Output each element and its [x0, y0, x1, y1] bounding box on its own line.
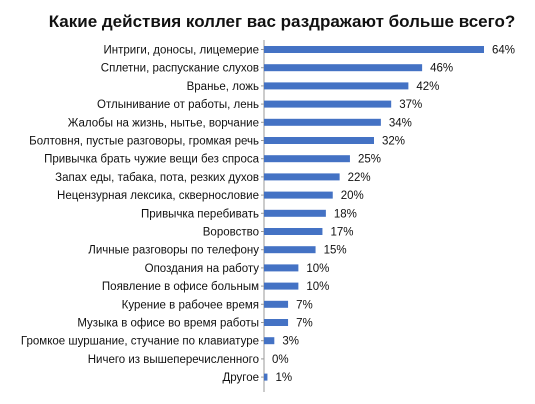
bar [264, 173, 340, 181]
value-label: 32% [382, 136, 405, 148]
bar [264, 82, 409, 90]
value-label: 22% [348, 172, 371, 184]
category-label: Болтовня, пустые разговоры, громкая речь [29, 136, 259, 148]
category-label: Интриги, доносы, лицемерие [104, 45, 259, 57]
value-label: 15% [324, 245, 347, 257]
category-label: Воровство [203, 227, 259, 239]
category-label: Отлынивание от работы, лень [97, 99, 259, 111]
bar [264, 191, 333, 199]
bar [264, 373, 268, 381]
category-label: Курение в рабочее время [122, 299, 259, 311]
chart-title: Какие действия коллег вас раздражают бол… [49, 12, 516, 31]
value-label: 0% [272, 354, 289, 366]
category-label: Привычка брать чужие вещи без спроса [44, 154, 260, 166]
bar [264, 319, 289, 326]
bar [264, 337, 275, 345]
bar [264, 100, 392, 108]
bar [264, 282, 299, 290]
category-label: Громкое шуршание, стучание по клавиатуре [21, 336, 259, 348]
category-label: Жалобы на жизнь, нытье, ворчание [68, 117, 259, 129]
category-label: Привычка перебивать [141, 208, 259, 220]
category-label: Появление в офисе больным [102, 281, 259, 293]
category-label: Музыка в офисе во время работы [77, 318, 259, 330]
category-label: Ничего из вышеперечисленного [88, 354, 259, 366]
value-label: 46% [430, 63, 453, 75]
bar [264, 264, 299, 272]
value-label: 10% [306, 263, 329, 275]
category-label: Личные разговоры по телефону [88, 245, 259, 257]
value-label: 42% [416, 81, 439, 93]
bars-layer: Интриги, доносы, лицемерие 64% Сплетни, ра… [21, 45, 515, 385]
value-label: 7% [296, 318, 313, 330]
value-label: 34% [389, 117, 412, 129]
value-label: 17% [330, 227, 353, 239]
bar [264, 209, 326, 217]
bar [264, 137, 374, 144]
bar [264, 246, 316, 254]
value-label: 25% [358, 154, 381, 166]
value-label: 18% [334, 208, 357, 220]
category-label: Запах еды, табака, пота, резких духов [55, 172, 259, 184]
value-label: 64% [492, 45, 515, 57]
value-label: 1% [275, 372, 292, 384]
category-label: Нецензурная лексика, сквернословие [57, 190, 259, 202]
value-label: 3% [282, 336, 299, 348]
bar [264, 118, 381, 126]
value-label: 7% [296, 299, 313, 311]
category-label: Опоздания на работу [145, 263, 260, 275]
category-label: Сплетни, распускание слухов [101, 63, 259, 75]
bar [264, 46, 484, 53]
value-label: 10% [306, 281, 329, 293]
category-label: Другое [222, 372, 259, 384]
value-label: 20% [341, 190, 364, 202]
bar [264, 155, 350, 163]
bar [264, 300, 289, 308]
bar [264, 228, 323, 235]
bar [264, 64, 423, 72]
category-label: Вранье, ложь [187, 81, 259, 93]
value-label: 37% [399, 99, 422, 111]
